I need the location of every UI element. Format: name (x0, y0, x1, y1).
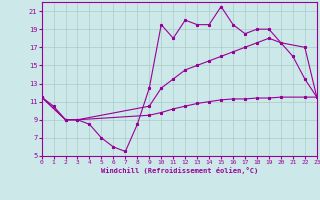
X-axis label: Windchill (Refroidissement éolien,°C): Windchill (Refroidissement éolien,°C) (100, 167, 258, 174)
